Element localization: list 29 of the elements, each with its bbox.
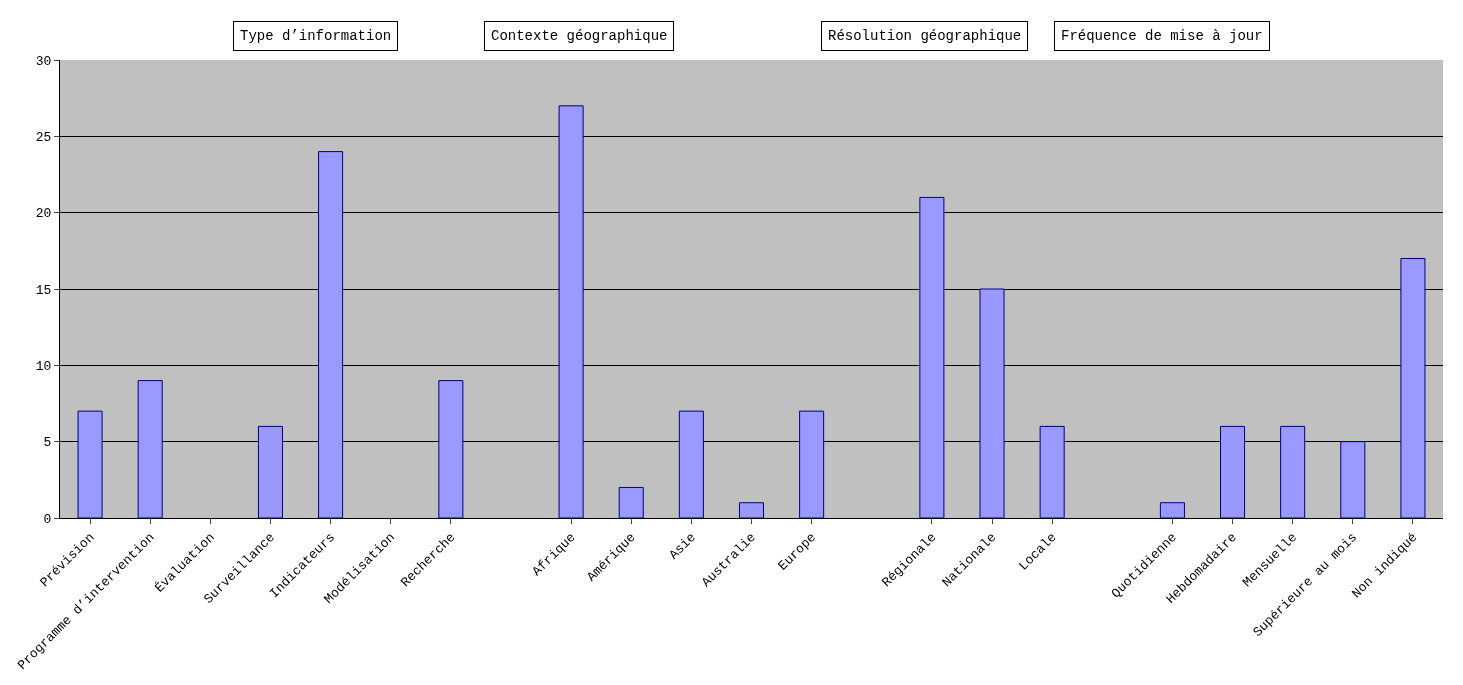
- bar: [1220, 425, 1246, 518]
- text: Résolution géographique: [828, 28, 1022, 44]
- bar: [1400, 257, 1426, 518]
- text: Contexte géographique: [491, 28, 668, 44]
- y-tick-label: 15: [35, 282, 52, 298]
- y-tick-label: 20: [35, 206, 52, 222]
- bar: [1340, 441, 1366, 518]
- bar: [618, 486, 644, 518]
- y-tick-label: 0: [43, 511, 52, 527]
- bar: [738, 502, 765, 518]
- text: Type d’information: [240, 28, 392, 44]
- bar: [678, 410, 704, 518]
- bar: [979, 288, 1005, 518]
- bar: [799, 410, 825, 518]
- bar: [137, 380, 163, 518]
- bar: [77, 410, 103, 518]
- bar: [438, 380, 464, 518]
- bar: [1159, 502, 1185, 518]
- bar: [919, 196, 945, 518]
- y-tick-label: 25: [35, 129, 52, 145]
- y-tick-label: 10: [35, 358, 52, 374]
- text: Fréquence de mise à jour: [1061, 28, 1263, 44]
- bar: [318, 151, 344, 518]
- bar: [1280, 425, 1306, 518]
- bar: [558, 105, 584, 518]
- bar: [257, 425, 283, 518]
- bar: [1039, 425, 1065, 518]
- y-tick-label: 30: [35, 53, 52, 69]
- y-tick-label: 5: [43, 435, 52, 451]
